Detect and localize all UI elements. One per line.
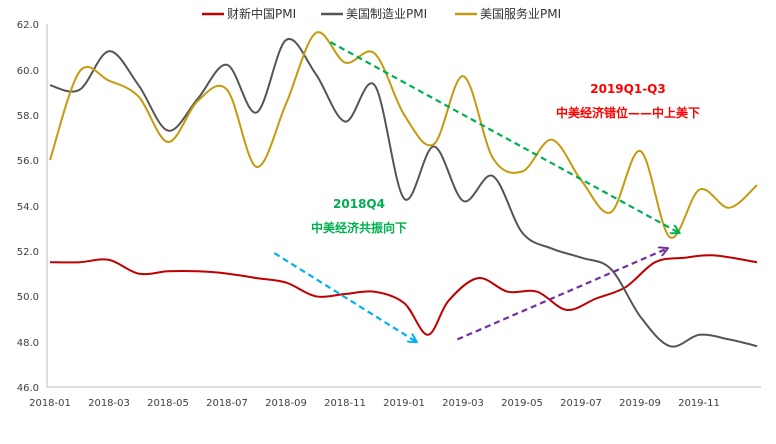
x-tick-label: 2018-05 [147, 398, 189, 409]
x-tick-label: 2018-09 [265, 398, 307, 409]
y-tick-label: 54.0 [17, 202, 39, 213]
cyan-trend-arrow [273, 252, 416, 342]
x-tick-label: 2018-07 [206, 398, 248, 409]
x-tick-label: 2019-09 [619, 398, 661, 409]
x-tick-label: 2019-01 [383, 398, 425, 409]
series-lines [49, 31, 758, 348]
x-tick-labels: 2018-01 2018-03 2018-05 2018-07 2018-09 … [29, 398, 720, 409]
x-tick-label: 2019-11 [678, 398, 720, 409]
trend-arrows [273, 41, 678, 342]
y-tick-label: 62.0 [17, 20, 39, 31]
y-tick-label: 60.0 [17, 66, 39, 77]
annotation-2019q1q3-text: 中美经济错位——中上美下 [556, 105, 700, 120]
x-tick-label: 2018-11 [324, 398, 366, 409]
legend: 财新中国PMI 美国制造业PMI 美国服务业PMI [202, 6, 561, 21]
y-tick-label: 56.0 [17, 156, 39, 167]
x-tick-label: 2019-07 [560, 398, 602, 409]
legend-label-caixin: 财新中国PMI [227, 6, 296, 21]
series-line-caixin-china-pmi [49, 254, 758, 336]
y-tick-label: 52.0 [17, 247, 39, 258]
x-tick-label: 2018-01 [29, 398, 71, 409]
y-tick-labels: 62.0 60.0 58.0 56.0 54.0 52.0 50.0 48.0 … [17, 20, 39, 394]
series-line-us-manufacturing-pmi [49, 37, 758, 348]
series-line-us-services-pmi [49, 31, 758, 239]
annotation-2019q1q3-title: 2019Q1-Q3 [590, 82, 665, 96]
green-trend-arrow [329, 41, 678, 233]
annotation-2018q4: 2018Q4 中美经济共振向下 [311, 197, 407, 235]
annotation-2019q1q3: 2019Q1-Q3 中美经济错位——中上美下 [556, 82, 700, 120]
legend-label-us-services: 美国服务业PMI [480, 6, 561, 21]
y-tick-label: 50.0 [17, 292, 39, 303]
annotation-2018q4-title: 2018Q4 [333, 197, 385, 211]
x-tick-label: 2019-05 [501, 398, 543, 409]
annotation-2018q4-text: 中美经济共振向下 [311, 220, 407, 235]
x-tick-label: 2019-03 [442, 398, 484, 409]
y-tick-label: 46.0 [17, 383, 39, 394]
legend-label-us-manufacturing: 美国制造业PMI [346, 7, 427, 21]
y-tick-label: 48.0 [17, 338, 39, 349]
purple-trend-arrow [456, 249, 667, 341]
x-tick-label: 2018-03 [88, 398, 130, 409]
y-tick-label: 58.0 [17, 111, 39, 122]
